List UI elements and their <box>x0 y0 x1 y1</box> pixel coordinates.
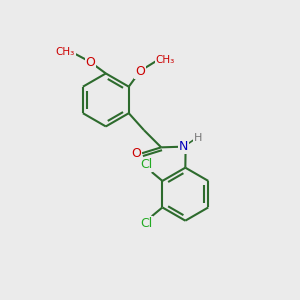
Text: Cl: Cl <box>140 158 153 171</box>
Text: CH₃: CH₃ <box>155 55 175 65</box>
Text: O: O <box>135 65 145 78</box>
Text: N: N <box>178 140 188 153</box>
Text: O: O <box>85 56 95 69</box>
Text: O: O <box>131 147 141 160</box>
Text: H: H <box>194 133 202 142</box>
Text: Cl: Cl <box>140 217 153 230</box>
Text: CH₃: CH₃ <box>56 47 75 57</box>
